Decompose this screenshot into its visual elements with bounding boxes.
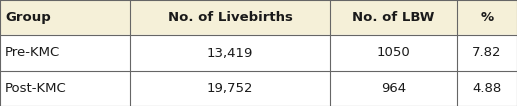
Text: 964: 964	[381, 82, 406, 95]
Bar	[0, 0, 517, 35]
Bar	[0, 71, 517, 106]
Text: No. of Livebirths: No. of Livebirths	[168, 11, 293, 24]
Text: Pre-KMC: Pre-KMC	[5, 47, 60, 59]
Text: No. of LBW: No. of LBW	[352, 11, 435, 24]
Text: 13,419: 13,419	[207, 47, 253, 59]
Text: 4.88: 4.88	[473, 82, 501, 95]
Text: %: %	[480, 11, 494, 24]
Text: 7.82: 7.82	[472, 47, 502, 59]
Text: Group: Group	[5, 11, 51, 24]
Text: 1050: 1050	[376, 47, 410, 59]
Bar	[0, 35, 517, 71]
Text: Post-KMC: Post-KMC	[5, 82, 67, 95]
Text: 19,752: 19,752	[207, 82, 253, 95]
